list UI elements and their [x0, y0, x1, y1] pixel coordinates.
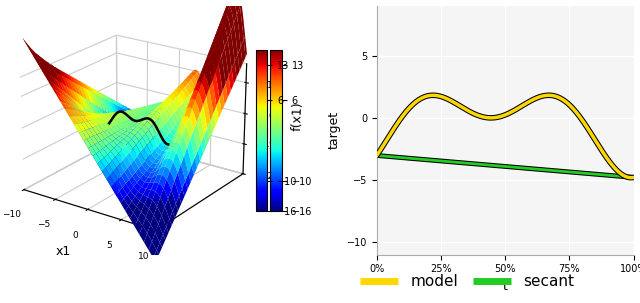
Y-axis label: target: target	[328, 111, 341, 149]
X-axis label: x1: x1	[56, 245, 71, 258]
X-axis label: t: t	[503, 280, 508, 293]
Legend: model, secant: model, secant	[354, 268, 580, 295]
